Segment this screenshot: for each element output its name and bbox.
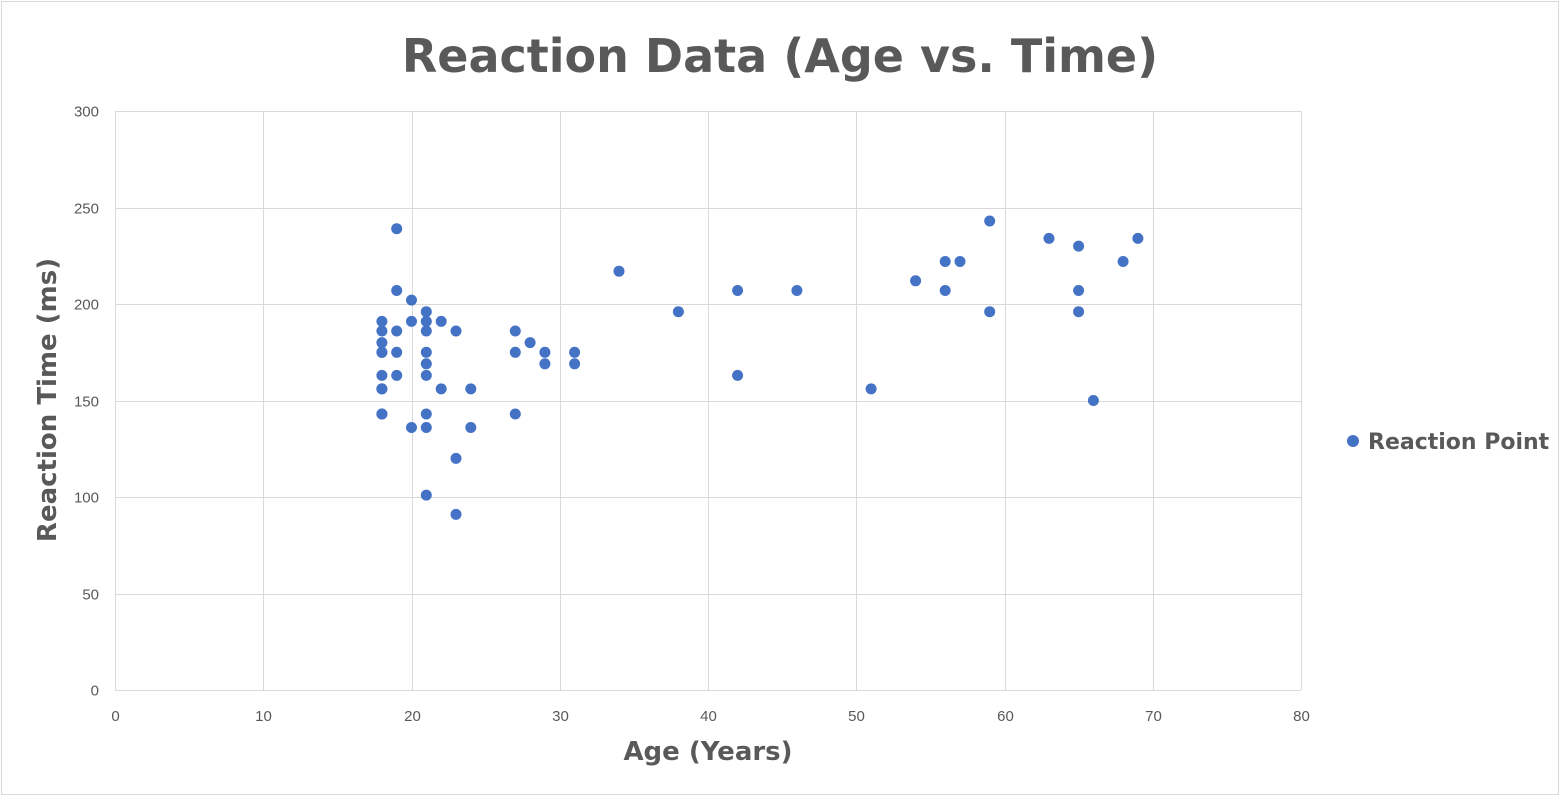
y-tick-label: 0 — [91, 683, 99, 700]
data-point — [391, 369, 403, 381]
y-tick-label: 250 — [74, 201, 99, 218]
x-tick-label: 0 — [111, 708, 119, 725]
legend-marker — [1347, 435, 1359, 447]
x-tick-label: 80 — [1293, 708, 1310, 725]
y-axis-tick-labels: 0 50 100 150 200 250 300 — [74, 104, 99, 700]
data-point — [420, 408, 432, 420]
x-tick-label: 20 — [404, 708, 421, 725]
x-tick-label: 30 — [552, 708, 569, 725]
data-point — [1073, 306, 1085, 318]
data-point — [539, 346, 551, 358]
legend-label: Reaction Point — [1368, 430, 1550, 455]
data-point — [420, 422, 432, 433]
y-tick-label: 50 — [82, 587, 99, 604]
data-point — [1117, 256, 1129, 267]
data-point — [391, 223, 403, 235]
data-point — [376, 337, 388, 349]
data-point — [420, 315, 432, 327]
y-axis-title: Reaction Time (ms) — [33, 258, 63, 542]
x-tick-label: 40 — [700, 708, 717, 725]
data-point — [406, 315, 417, 327]
data-point — [539, 358, 551, 370]
data-point — [406, 422, 417, 433]
data-point — [1132, 232, 1144, 244]
data-point — [450, 508, 462, 520]
data-point — [1043, 232, 1055, 244]
data-point — [376, 369, 388, 381]
data-point — [509, 346, 521, 358]
data-point — [450, 452, 462, 464]
data-point — [376, 408, 388, 420]
gridlines — [115, 111, 1302, 691]
data-point — [910, 275, 922, 287]
data-point — [420, 358, 432, 370]
data-point — [509, 325, 521, 337]
data-point — [420, 346, 432, 358]
data-point — [420, 325, 432, 337]
data-point — [984, 306, 996, 318]
x-tick-label: 50 — [848, 708, 865, 725]
data-point — [672, 306, 684, 318]
data-point — [376, 315, 388, 327]
y-tick-label: 100 — [74, 490, 99, 507]
y-tick-label: 300 — [74, 104, 99, 121]
data-point — [954, 256, 966, 267]
x-tick-label: 70 — [1145, 708, 1162, 725]
data-point — [939, 256, 951, 267]
data-points — [376, 215, 1144, 520]
data-point — [984, 215, 996, 227]
x-tick-label: 10 — [255, 708, 272, 725]
data-point — [939, 285, 951, 296]
data-point — [435, 383, 447, 395]
data-point — [569, 358, 581, 370]
data-point — [465, 383, 477, 395]
x-axis-title: Age (Years) — [623, 737, 792, 767]
x-axis-tick-labels: 0 10 20 30 40 50 60 70 80 — [111, 708, 1310, 725]
y-tick-label: 200 — [74, 297, 99, 314]
data-point — [1073, 285, 1085, 296]
data-point — [791, 285, 803, 296]
data-point — [524, 337, 536, 349]
data-point — [435, 315, 447, 327]
data-point — [865, 383, 877, 395]
data-point — [391, 346, 403, 358]
data-point — [420, 306, 432, 318]
data-point — [1073, 240, 1085, 252]
data-point — [569, 346, 581, 358]
data-point — [732, 285, 744, 296]
data-point — [465, 422, 477, 433]
data-point — [376, 383, 388, 395]
y-tick-label: 150 — [74, 394, 99, 411]
chart-title: Reaction Data (Age vs. Time) — [402, 29, 1158, 83]
data-point — [732, 369, 744, 381]
data-point — [420, 369, 432, 381]
data-point — [450, 325, 462, 337]
legend: Reaction Point — [1347, 430, 1550, 455]
data-point — [391, 285, 403, 296]
data-point — [376, 346, 388, 358]
data-point — [1087, 395, 1099, 406]
data-point — [420, 489, 432, 501]
x-tick-label: 60 — [997, 708, 1014, 725]
data-point — [406, 294, 417, 306]
data-point — [613, 265, 625, 277]
data-point — [509, 408, 521, 420]
data-point — [376, 325, 388, 337]
data-point — [391, 325, 403, 337]
